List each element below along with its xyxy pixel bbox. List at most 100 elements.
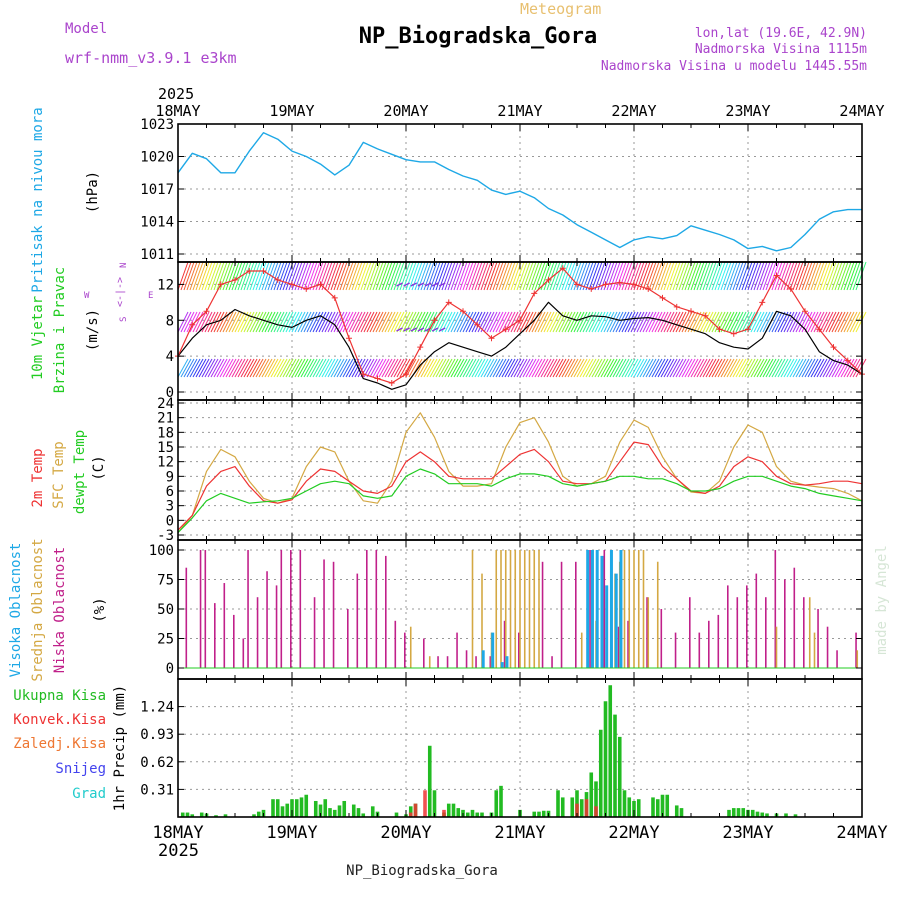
precip-bar	[727, 809, 731, 817]
wind-barb	[585, 311, 597, 333]
wind-barb	[498, 358, 510, 378]
wind-barb	[519, 311, 531, 333]
wind-barb	[516, 311, 528, 333]
precip-bar	[613, 714, 617, 817]
wind-barb	[615, 261, 627, 291]
wind-barb	[834, 261, 846, 291]
wind-barb	[744, 311, 756, 333]
wind-barb	[714, 311, 726, 333]
wind-gust-marker	[374, 375, 381, 382]
wind-barb	[231, 311, 243, 333]
wind-barb	[630, 261, 642, 291]
wind-barb	[303, 358, 315, 378]
wind-barb	[414, 261, 426, 291]
wind-barb	[420, 261, 432, 291]
wind-barb	[825, 358, 837, 378]
precip-bar	[294, 799, 299, 817]
wind-barb	[228, 311, 240, 333]
precip-bar	[560, 797, 565, 817]
time-label-top: 20MAY	[383, 102, 428, 120]
wind-barb	[369, 261, 381, 291]
wind-barb	[855, 261, 867, 291]
wind-gust-marker	[574, 281, 580, 288]
wind-barb	[339, 311, 351, 333]
wind-barb	[423, 311, 435, 333]
wind-barb	[234, 261, 246, 291]
wind-barb	[684, 261, 696, 291]
wind-barb	[579, 358, 591, 378]
precip-legend-snow: Snijeg	[55, 761, 106, 777]
wind-barb	[606, 261, 618, 291]
wind-barb	[777, 311, 789, 333]
y-tick-label: 1.24	[140, 700, 174, 716]
wind-gust-marker	[616, 279, 623, 286]
year-top: 2025	[158, 85, 194, 103]
wind-barb	[651, 261, 663, 291]
wind-barb	[180, 261, 192, 291]
precip-bar	[408, 806, 413, 817]
wind-barb	[642, 358, 654, 378]
wind-barb	[357, 311, 369, 333]
wind-barb	[813, 311, 825, 333]
wind-barb	[429, 261, 441, 291]
wind-barb	[507, 261, 519, 291]
wind-barb	[279, 358, 291, 378]
wind-barb	[615, 358, 627, 378]
time-label-bottom: 20MAY	[380, 823, 431, 843]
wind-barb	[390, 311, 402, 333]
wind-barb	[231, 358, 243, 378]
wind-barb	[666, 311, 678, 333]
wind-barb	[237, 311, 249, 333]
wind-barb	[474, 311, 486, 333]
wind-barb	[252, 358, 264, 378]
wind-barb	[795, 261, 807, 291]
wind-barb	[291, 358, 303, 378]
y-tick-label: -3	[157, 528, 174, 544]
wind-barb	[447, 261, 459, 291]
wind-barb	[273, 311, 285, 333]
wind-barb	[561, 261, 573, 291]
wind-barb	[789, 358, 801, 378]
wind-barb	[855, 311, 867, 333]
wind-barb	[192, 358, 204, 378]
wind-barb	[456, 311, 468, 333]
time-label-bottom: 23MAY	[722, 823, 773, 843]
wind-barb	[702, 358, 714, 378]
y-tick-label: 0.93	[140, 727, 174, 743]
wind-barb	[609, 261, 621, 291]
wind-barb	[276, 261, 288, 291]
wind-barb	[759, 261, 771, 291]
wind-barb	[750, 311, 762, 333]
wind-barb	[639, 311, 651, 333]
wind-barb	[297, 358, 309, 378]
wind-barb	[450, 261, 462, 291]
wind-barb	[279, 261, 291, 291]
precip-bar	[342, 800, 347, 817]
wind-barb	[327, 261, 339, 291]
wind-barb	[330, 358, 342, 378]
wind-barb-calm	[410, 327, 418, 332]
wind-barb	[735, 311, 747, 333]
wind-barb	[276, 311, 288, 333]
wind-barb	[537, 261, 549, 291]
precip-bar	[541, 810, 546, 817]
wind-barb	[837, 311, 849, 333]
credit-text: made by Angel	[874, 545, 890, 655]
wind-barb	[564, 311, 576, 333]
wind-barb	[804, 311, 816, 333]
wind-barb	[528, 358, 540, 378]
wind-barb	[849, 261, 861, 291]
precip-bar	[617, 736, 622, 817]
wind-barb	[261, 261, 273, 291]
wind-barb	[483, 261, 495, 291]
wind-barb	[288, 358, 300, 378]
wind-barb	[786, 311, 798, 333]
precip-bar	[480, 812, 484, 817]
wind-barb	[252, 311, 264, 333]
wind-barb	[792, 358, 804, 378]
wind-barb	[477, 261, 489, 291]
wind-barb	[633, 358, 645, 378]
wind-barb	[552, 358, 564, 378]
wind-barb	[396, 311, 408, 333]
wind-barb	[738, 358, 750, 378]
